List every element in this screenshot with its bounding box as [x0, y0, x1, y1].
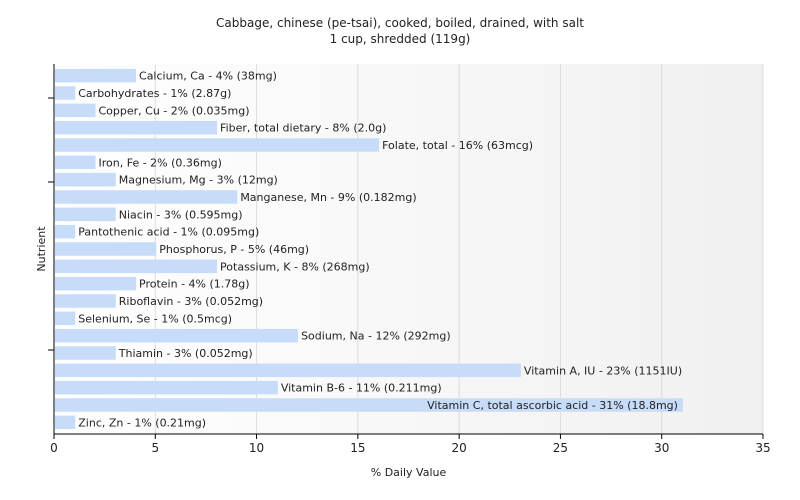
x-tick-label: 35	[755, 441, 770, 455]
bar-label: Phosphorus, P - 5% (46mg)	[159, 243, 309, 256]
bar-label: Thiamin - 3% (0.052mg)	[118, 347, 253, 360]
bar	[55, 207, 116, 222]
bar-label: Manganese, Mn - 9% (0.182mg)	[240, 191, 416, 204]
x-tick-label: 25	[553, 441, 568, 455]
bar	[55, 259, 218, 274]
bar-label: Protein - 4% (1.78g)	[139, 278, 250, 291]
chart-subtitle: 1 cup, shredded (119g)	[329, 32, 471, 46]
bar-label: Riboflavin - 3% (0.052mg)	[119, 295, 263, 308]
y-axis-title: Nutrient	[35, 226, 48, 272]
bar-label: Iron, Fe - 2% (0.36mg)	[99, 156, 222, 169]
bar-label: Copper, Cu - 2% (0.035mg)	[99, 104, 250, 117]
bar	[55, 398, 683, 412]
bar	[55, 328, 299, 343]
bar-label: Sodium, Na - 12% (292mg)	[301, 330, 451, 343]
bar	[55, 242, 157, 256]
x-tick-label: 10	[249, 441, 264, 455]
bar	[55, 86, 76, 100]
bar	[55, 363, 521, 378]
bar-label: Potassium, K - 8% (268mg)	[220, 260, 370, 273]
x-tick-label: 20	[452, 441, 467, 455]
bar	[55, 311, 76, 326]
x-tick-label: 30	[654, 441, 669, 455]
bar	[55, 415, 76, 430]
bar	[55, 155, 96, 170]
x-tick-label: 5	[151, 441, 159, 455]
x-tick-label: 15	[350, 441, 365, 455]
bar-label: Vitamin B-6 - 11% (0.211mg)	[281, 382, 442, 395]
bar	[55, 224, 76, 239]
bar-label: Magnesium, Mg - 3% (12mg)	[119, 174, 278, 187]
bar	[55, 276, 137, 291]
bar-label: Fiber, total dietary - 8% (2.0g)	[220, 122, 386, 135]
bar	[55, 294, 116, 308]
bar-label: Pantothenic acid - 1% (0.095mg)	[78, 226, 259, 239]
bar	[55, 103, 96, 118]
chart-title-block: Cabbage, chinese (pe-tsai), cooked, boil…	[0, 15, 800, 47]
bar	[55, 346, 116, 360]
bar-label: Zinc, Zn - 1% (0.21mg)	[78, 416, 206, 429]
bar-label: Calcium, Ca - 4% (38mg)	[139, 70, 277, 83]
bar-label: Selenium, Se - 1% (0.5mcg)	[78, 312, 232, 325]
bar-label: Carbohydrates - 1% (2.87g)	[78, 87, 231, 100]
chart-title: Cabbage, chinese (pe-tsai), cooked, boil…	[216, 16, 584, 30]
x-axis-title: % Daily Value	[371, 466, 447, 479]
bar-label: Vitamin C, total ascorbic acid - 31% (18…	[427, 399, 678, 412]
bar	[55, 190, 238, 204]
bar-label: Folate, total - 16% (63mcg)	[382, 139, 533, 152]
bar-label: Vitamin A, IU - 23% (1151IU)	[524, 364, 682, 377]
x-tick-label: 0	[50, 441, 58, 455]
bar	[55, 380, 278, 395]
bar	[55, 138, 380, 152]
bar	[55, 172, 116, 187]
bar	[55, 120, 218, 135]
bar-label: Niacin - 3% (0.595mg)	[119, 208, 243, 221]
bar	[55, 68, 137, 83]
